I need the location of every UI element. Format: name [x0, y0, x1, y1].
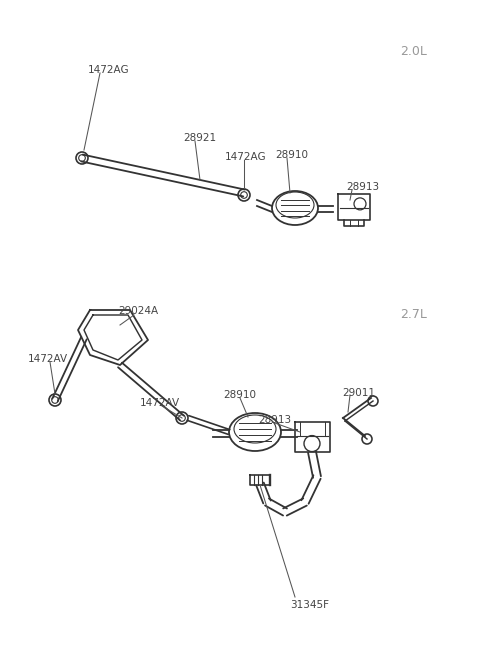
Text: 1472AG: 1472AG	[225, 152, 266, 162]
Text: 28910: 28910	[223, 390, 256, 400]
Text: 28921: 28921	[183, 133, 216, 143]
Text: 2.0L: 2.0L	[400, 45, 427, 58]
Text: 29024A: 29024A	[118, 306, 158, 316]
Text: 1472AV: 1472AV	[140, 398, 180, 408]
Text: 29011: 29011	[342, 388, 375, 398]
Text: 1472AV: 1472AV	[28, 354, 68, 364]
Text: 1472AG: 1472AG	[88, 65, 130, 75]
Text: 31345F: 31345F	[290, 600, 329, 610]
Text: 28910: 28910	[275, 150, 308, 160]
Text: 28913: 28913	[258, 415, 291, 425]
Text: 28913: 28913	[346, 182, 379, 192]
Text: 2.7L: 2.7L	[400, 308, 427, 321]
